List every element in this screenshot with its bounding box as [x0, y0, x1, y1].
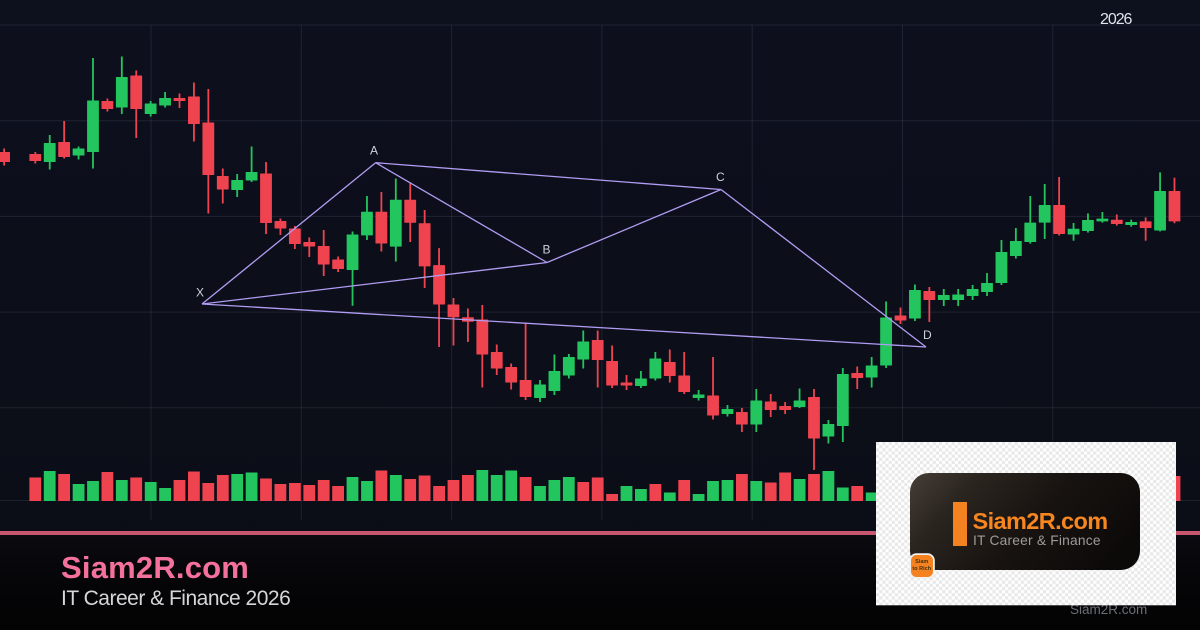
svg-text:A: A — [370, 144, 378, 158]
svg-text:B: B — [543, 243, 551, 257]
svg-text:D: D — [923, 328, 932, 342]
svg-text:C: C — [716, 170, 725, 184]
svg-text:X: X — [196, 286, 204, 300]
